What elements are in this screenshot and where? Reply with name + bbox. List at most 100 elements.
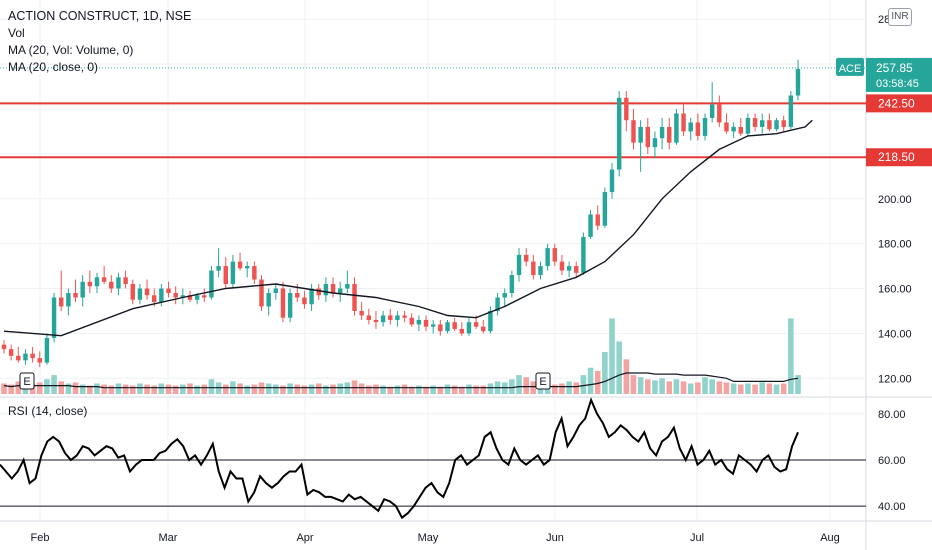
price-badges: ACE 257.85 03:58:45 [836, 57, 932, 92]
candle-body [266, 293, 271, 307]
volume-bar [87, 385, 93, 394]
volume-bar [594, 370, 601, 394]
volume-bar [552, 384, 558, 394]
volume-bar [752, 384, 758, 394]
candle-body [502, 293, 507, 298]
volume-bar [730, 383, 737, 394]
volume-bar [480, 385, 487, 394]
volume-bar [766, 383, 773, 394]
vol-label[interactable]: Vol [8, 26, 25, 40]
volume-bar [187, 383, 193, 394]
volume-bar [444, 384, 451, 394]
countdown-label: 03:58:45 [876, 78, 919, 90]
volume-bar [51, 375, 57, 394]
symbol-title[interactable]: ACTION CONSTRUCT, 1D, NSE [8, 9, 192, 23]
time-tick-label: Aug [820, 532, 840, 544]
candlesticks [1, 59, 801, 368]
volume-bar [201, 384, 208, 394]
time-tick-label: May [418, 532, 439, 544]
candle-body [709, 104, 715, 118]
symbol-badge-label: ACE [839, 63, 862, 75]
candle-body [66, 293, 71, 307]
volume-bar [702, 377, 708, 394]
volume-bar [459, 386, 465, 394]
currency-badge[interactable]: INR [888, 8, 912, 26]
price-tick-label: 120.00 [878, 373, 912, 385]
time-tick-label: Jul [690, 532, 704, 544]
candle-body [73, 293, 78, 298]
candle-body [388, 315, 393, 320]
candle-body [695, 122, 701, 136]
volume-bar [36, 382, 43, 394]
candle-body [173, 293, 178, 298]
candle-body [180, 295, 186, 298]
candle-body [616, 97, 622, 170]
candle-body [94, 277, 100, 287]
volume-bar [1, 383, 7, 394]
volume-bar [366, 385, 372, 394]
candle-body [638, 126, 643, 143]
time-tick-label: Mar [159, 532, 178, 544]
candle-body [652, 138, 658, 148]
candle-body [738, 126, 743, 134]
volume-bar [237, 383, 243, 394]
candle-body [273, 288, 279, 294]
candle-body [395, 315, 400, 320]
candle-body [352, 284, 357, 311]
candle-body [767, 120, 772, 130]
candle-body [309, 288, 314, 305]
rsi-pane: 40.00 60.00 80.00 [0, 397, 906, 520]
candle-body [230, 261, 236, 285]
volume-bar [687, 383, 694, 394]
candle-body [23, 353, 28, 361]
candle-body [588, 214, 593, 237]
volume-bar [101, 384, 107, 394]
volume-bar [416, 385, 422, 394]
volume-bar [795, 375, 801, 394]
volume-bar [451, 385, 458, 394]
candle-body [717, 104, 722, 123]
volume-bar [265, 383, 272, 394]
volume-bar [573, 382, 580, 394]
candle-body [681, 113, 686, 132]
volume-bar [172, 385, 179, 394]
rsi-label[interactable]: RSI (14, close) [8, 404, 88, 418]
candle-body [144, 288, 150, 296]
volume-bar [294, 384, 301, 394]
candle-body [659, 126, 665, 139]
volume-bar [273, 384, 279, 394]
candle-body [51, 297, 57, 338]
price-tick-label: 160.00 [878, 284, 912, 296]
volume-bar [323, 385, 329, 394]
candle-body [302, 297, 307, 305]
symbol-badge [836, 57, 864, 76]
volume-bar [680, 381, 687, 394]
candle-body [337, 288, 343, 294]
candle-body [609, 169, 615, 193]
volume-bar [673, 379, 680, 394]
candle-body [645, 126, 651, 148]
volume-bar [165, 384, 172, 394]
candle-body [459, 328, 465, 334]
time-tick-label: Feb [31, 532, 50, 544]
volume-bar [430, 385, 436, 394]
candle-body [595, 214, 600, 226]
ma-close-label[interactable]: MA (20, close, 0) [8, 60, 99, 74]
volume-bar [373, 384, 379, 394]
candle-body [30, 353, 35, 359]
ma-volume-label[interactable]: MA (20, Vol: Volume, 0) [8, 43, 134, 57]
volume-bar [788, 318, 794, 394]
level-badge [866, 94, 932, 113]
volume-bar [716, 381, 723, 394]
volume-bar [108, 385, 115, 394]
volume-bar [380, 385, 386, 394]
candle-body [373, 319, 379, 323]
candle-body [44, 337, 50, 363]
candle-body [137, 288, 143, 300]
horizontal-levels[interactable]: 242.50 218.50 [0, 67, 932, 167]
volume-bar [358, 383, 365, 394]
candle-body [280, 288, 286, 318]
volume-bar [473, 385, 479, 394]
